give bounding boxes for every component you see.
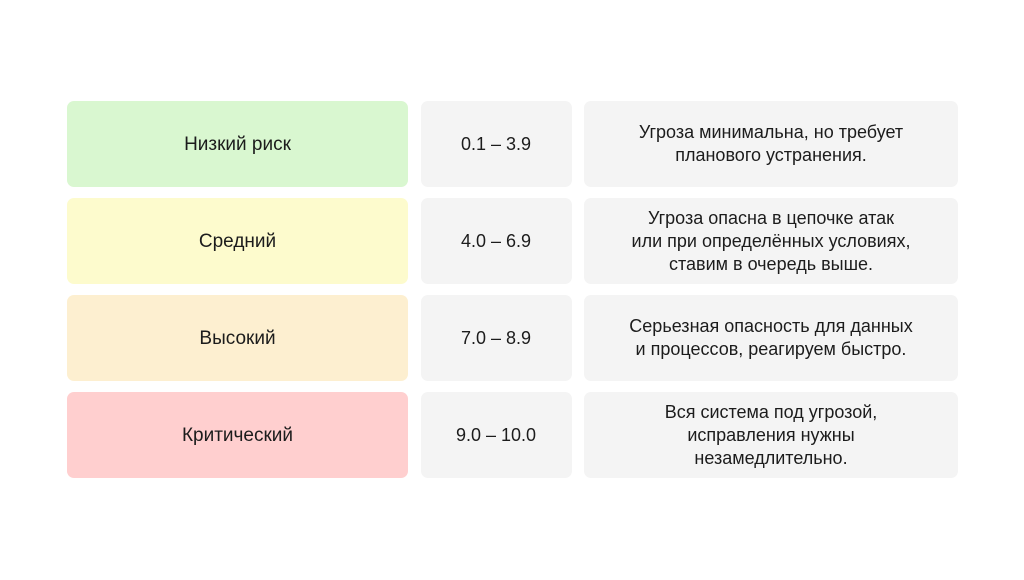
description-line: Серьезная опасность для данных — [629, 316, 913, 336]
description-line: незамедлительно. — [694, 447, 848, 468]
description-line: Угроза минимальна, но требует — [638, 122, 904, 142]
description-line: или при определённых условиях, — [631, 230, 911, 251]
description-line: Угроза опасна в цепочке атак — [647, 207, 895, 228]
description-low: Угроза минимальна, но требует планового … — [584, 101, 958, 187]
description-line: ставим в очередь выше. — [668, 253, 874, 274]
risk-level-critical: Критический — [67, 392, 408, 478]
risk-level-table: Низкий риск 0.1 – 3.9 Угроза минимальна,… — [67, 101, 958, 478]
description-line: Вся система под угрозой, — [664, 401, 878, 422]
description-line: и процессов, реагируем быстро. — [635, 339, 907, 359]
description-line: исправления нужны — [687, 424, 855, 445]
score-range-critical: 9.0 – 10.0 — [420, 392, 572, 478]
risk-level-high: Высокий — [67, 295, 408, 381]
score-range-high: 7.0 – 8.9 — [420, 295, 572, 381]
description-line: планового устранения. — [675, 145, 867, 165]
description-high: Серьезная опасность для данных и процесс… — [584, 295, 958, 381]
description-medium: Угроза опасна в цепочке атак или при опр… — [584, 198, 958, 284]
score-range-medium: 4.0 – 6.9 — [420, 198, 572, 284]
risk-level-medium: Средний — [67, 198, 408, 284]
description-critical: Вся система под угрозой, исправления нуж… — [584, 392, 958, 478]
score-range-low: 0.1 – 3.9 — [420, 101, 572, 187]
risk-level-low: Низкий риск — [67, 101, 408, 187]
